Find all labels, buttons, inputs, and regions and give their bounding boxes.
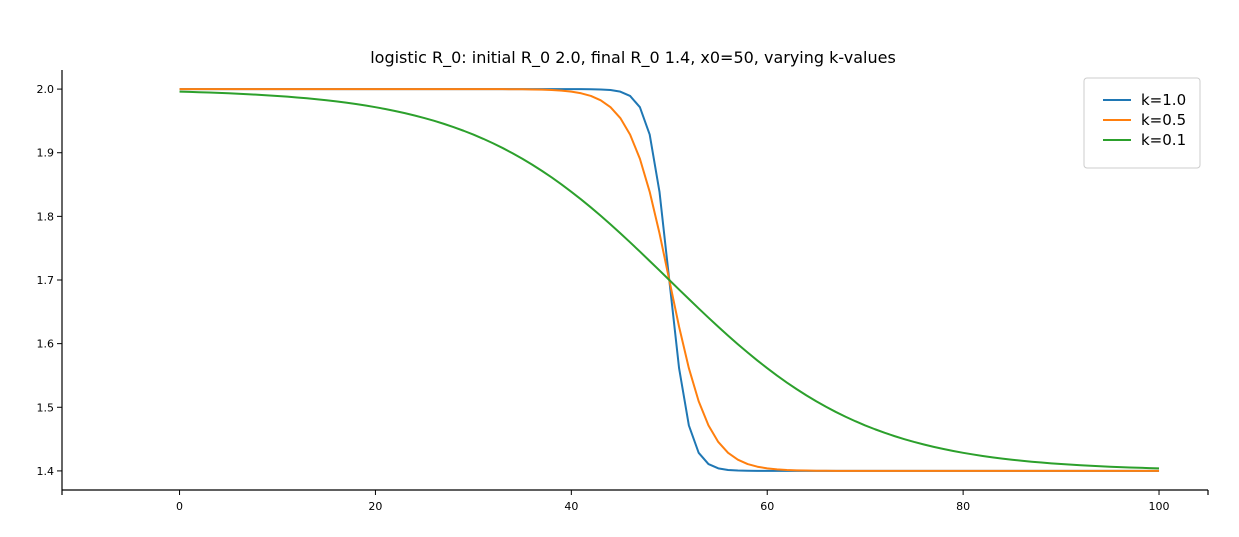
y-tick-label: 1.8 <box>37 210 55 223</box>
x-tick-label: 80 <box>956 500 970 513</box>
legend-label-k=1.0: k=1.0 <box>1141 91 1186 109</box>
y-tick-label: 1.7 <box>37 274 55 287</box>
series-line-k=0.1 <box>179 90 1160 470</box>
plot-lines <box>179 88 1160 472</box>
y-axis: 1.4 1.5 1.6 1.7 1.8 1.9 2.0 <box>37 70 63 490</box>
x-axis: 0 20 40 60 80 100 <box>61 489 1209 513</box>
y-tick-label: 1.6 <box>37 338 55 351</box>
x-tick-label: 60 <box>760 500 774 513</box>
y-tick-label: 1.9 <box>37 147 55 160</box>
x-tick-label: 100 <box>1149 500 1170 513</box>
y-tick-label: 1.5 <box>37 401 55 414</box>
y-tick-label: 1.4 <box>37 465 55 478</box>
x-tick-label: 0 <box>176 500 183 513</box>
legend: k=1.0 k=0.5 k=0.1 <box>1083 77 1201 169</box>
legend-label-k=0.5: k=0.5 <box>1141 111 1186 129</box>
x-tick-label: 20 <box>368 500 382 513</box>
chart-title: logistic R_0: initial R_0 2.0, final R_0… <box>370 48 896 68</box>
legend-label-k=0.1: k=0.1 <box>1141 131 1186 149</box>
y-tick-label: 2.0 <box>37 83 55 96</box>
x-tick-label: 40 <box>564 500 578 513</box>
